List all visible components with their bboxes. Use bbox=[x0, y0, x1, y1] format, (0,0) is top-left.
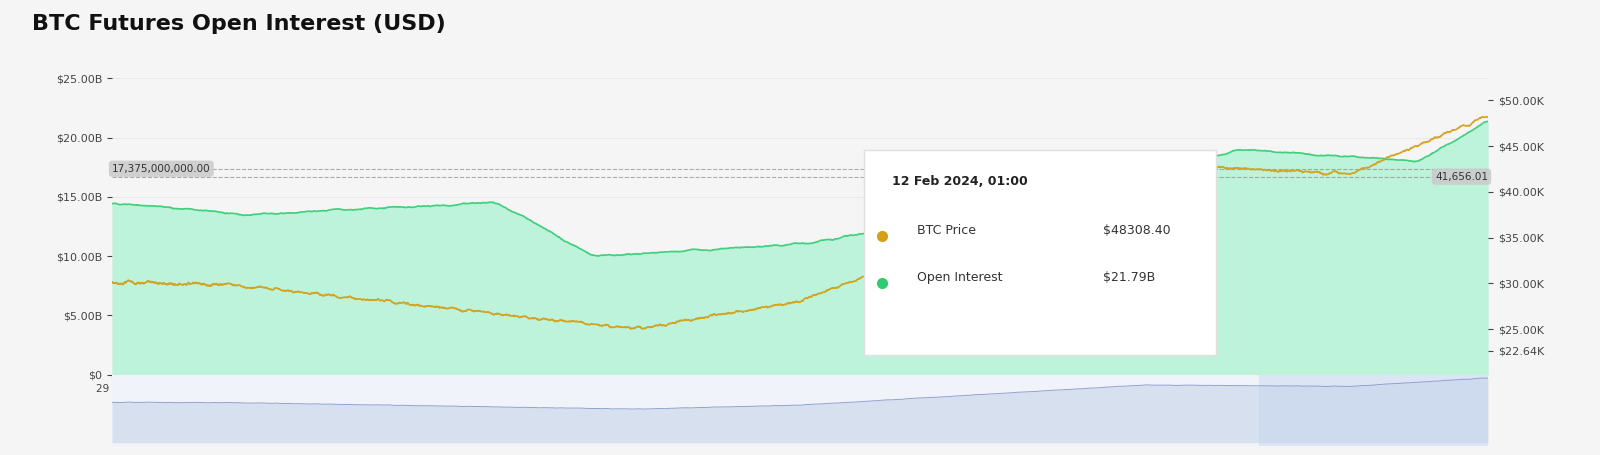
Bar bbox=[1259, 375, 1488, 446]
Text: 12 Feb 2024, 01:00: 12 Feb 2024, 01:00 bbox=[893, 175, 1027, 188]
Text: 41,656.01: 41,656.01 bbox=[1435, 172, 1488, 182]
Text: 17,375,000,000.00: 17,375,000,000.00 bbox=[112, 164, 211, 174]
Text: Open Interest: Open Interest bbox=[917, 271, 1002, 283]
Text: $21.79B: $21.79B bbox=[1104, 271, 1155, 283]
Text: BTC Futures Open Interest (USD): BTC Futures Open Interest (USD) bbox=[32, 14, 446, 34]
Text: BTC Price: BTC Price bbox=[917, 223, 976, 237]
Text: $48308.40: $48308.40 bbox=[1104, 223, 1171, 237]
